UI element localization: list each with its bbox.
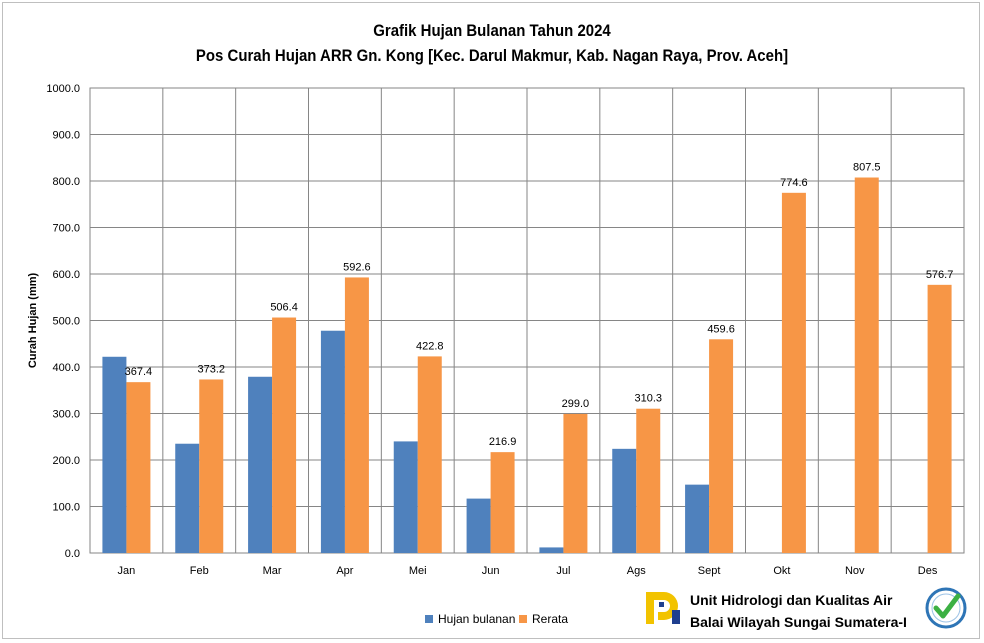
- bar-hujan-jun: [466, 498, 491, 553]
- chart-title: Grafik Hujan Bulanan Tahun 2024: [373, 21, 611, 40]
- data-label-rerata-feb: 373.2: [197, 363, 225, 375]
- legend-swatch-rerata: [519, 615, 527, 623]
- y-tick-label: 900.0: [52, 130, 80, 142]
- x-tick-label-mar: Mar: [263, 565, 282, 577]
- x-tick-label-mei: Mei: [409, 565, 427, 577]
- pu-logo-icon: [642, 588, 682, 628]
- y-axis-label: Curah Hujan (mm): [27, 272, 39, 368]
- bar-rerata-mar: [272, 317, 297, 553]
- bar-rerata-sept: [709, 339, 734, 553]
- y-tick-label: 300.0: [52, 409, 80, 421]
- x-tick-label-jun: Jun: [482, 565, 500, 577]
- y-tick-label: 0.0: [65, 548, 80, 560]
- bar-hujan-apr: [320, 330, 345, 553]
- data-label-rerata-jun: 216.9: [489, 436, 517, 448]
- data-label-rerata-des: 576.7: [926, 269, 954, 281]
- x-tick-label-jan: Jan: [118, 565, 136, 577]
- bar-hujan-jul: [539, 547, 564, 553]
- bar-rerata-nov: [854, 177, 879, 553]
- bar-hujan-mei: [393, 441, 418, 553]
- data-label-rerata-ags: 310.3: [634, 393, 662, 405]
- legend-label-rerata: Rerata: [532, 612, 569, 626]
- y-tick-label: 700.0: [52, 223, 80, 235]
- certified-badge-icon: [925, 587, 967, 629]
- data-label-rerata-mar: 506.4: [270, 302, 298, 314]
- x-tick-label-okt: Okt: [773, 565, 790, 577]
- bar-rerata-jan: [126, 382, 151, 553]
- legend-swatch-hujan: [425, 615, 433, 623]
- bar-hujan-sept: [685, 484, 710, 553]
- bar-hujan-feb: [175, 443, 200, 553]
- bar-rerata-feb: [199, 379, 224, 553]
- x-tick-label-apr: Apr: [336, 565, 353, 577]
- data-label-rerata-jan: 367.4: [125, 366, 153, 378]
- bar-rerata-jun: [490, 452, 515, 553]
- legend-item-rerata: Rerata: [519, 612, 568, 626]
- x-tick-label-ags: Ags: [627, 565, 646, 577]
- bar-rerata-ags: [636, 408, 661, 553]
- bar-rerata-jul: [563, 413, 588, 553]
- x-tick-label-nov: Nov: [845, 565, 865, 577]
- y-tick-label: 100.0: [52, 502, 80, 514]
- y-tick-label: 1000.0: [46, 83, 80, 95]
- y-tick-label: 400.0: [52, 362, 80, 374]
- x-tick-label-jul: Jul: [556, 565, 570, 577]
- footer-line-2: Balai Wilayah Sungai Sumatera-I: [690, 614, 907, 630]
- legend-label-hujan: Hujan bulanan: [438, 612, 516, 626]
- chart-subtitle: Pos Curah Hujan ARR Gn. Kong [Kec. Darul…: [195, 46, 789, 65]
- bar-rerata-apr: [344, 277, 369, 553]
- data-label-rerata-sept: 459.6: [707, 323, 735, 335]
- bar-hujan-mar: [248, 376, 273, 553]
- bar-rerata-des: [927, 284, 952, 553]
- legend-item-hujan-bulanan: Hujan bulanan: [425, 612, 515, 626]
- bar-rerata-okt: [781, 192, 806, 553]
- bar-rerata-mei: [417, 356, 442, 553]
- data-label-rerata-jul: 299.0: [562, 398, 590, 410]
- x-tick-label-feb: Feb: [190, 565, 209, 577]
- y-tick-label: 200.0: [52, 455, 80, 467]
- y-tick-label: 800.0: [52, 176, 80, 188]
- footer-line-1: Unit Hidrologi dan Kualitas Air: [690, 592, 893, 608]
- data-label-rerata-okt: 774.6: [780, 177, 808, 189]
- x-tick-label-des: Des: [918, 565, 938, 577]
- x-tick-label-sept: Sept: [698, 565, 721, 577]
- data-label-rerata-apr: 592.6: [343, 261, 371, 273]
- data-label-rerata-nov: 807.5: [853, 162, 881, 174]
- data-label-rerata-mei: 422.8: [416, 340, 444, 352]
- bar-hujan-jan: [102, 356, 127, 553]
- bar-hujan-ags: [612, 448, 637, 553]
- y-tick-label: 600.0: [52, 269, 80, 281]
- y-tick-label: 500.0: [52, 316, 80, 328]
